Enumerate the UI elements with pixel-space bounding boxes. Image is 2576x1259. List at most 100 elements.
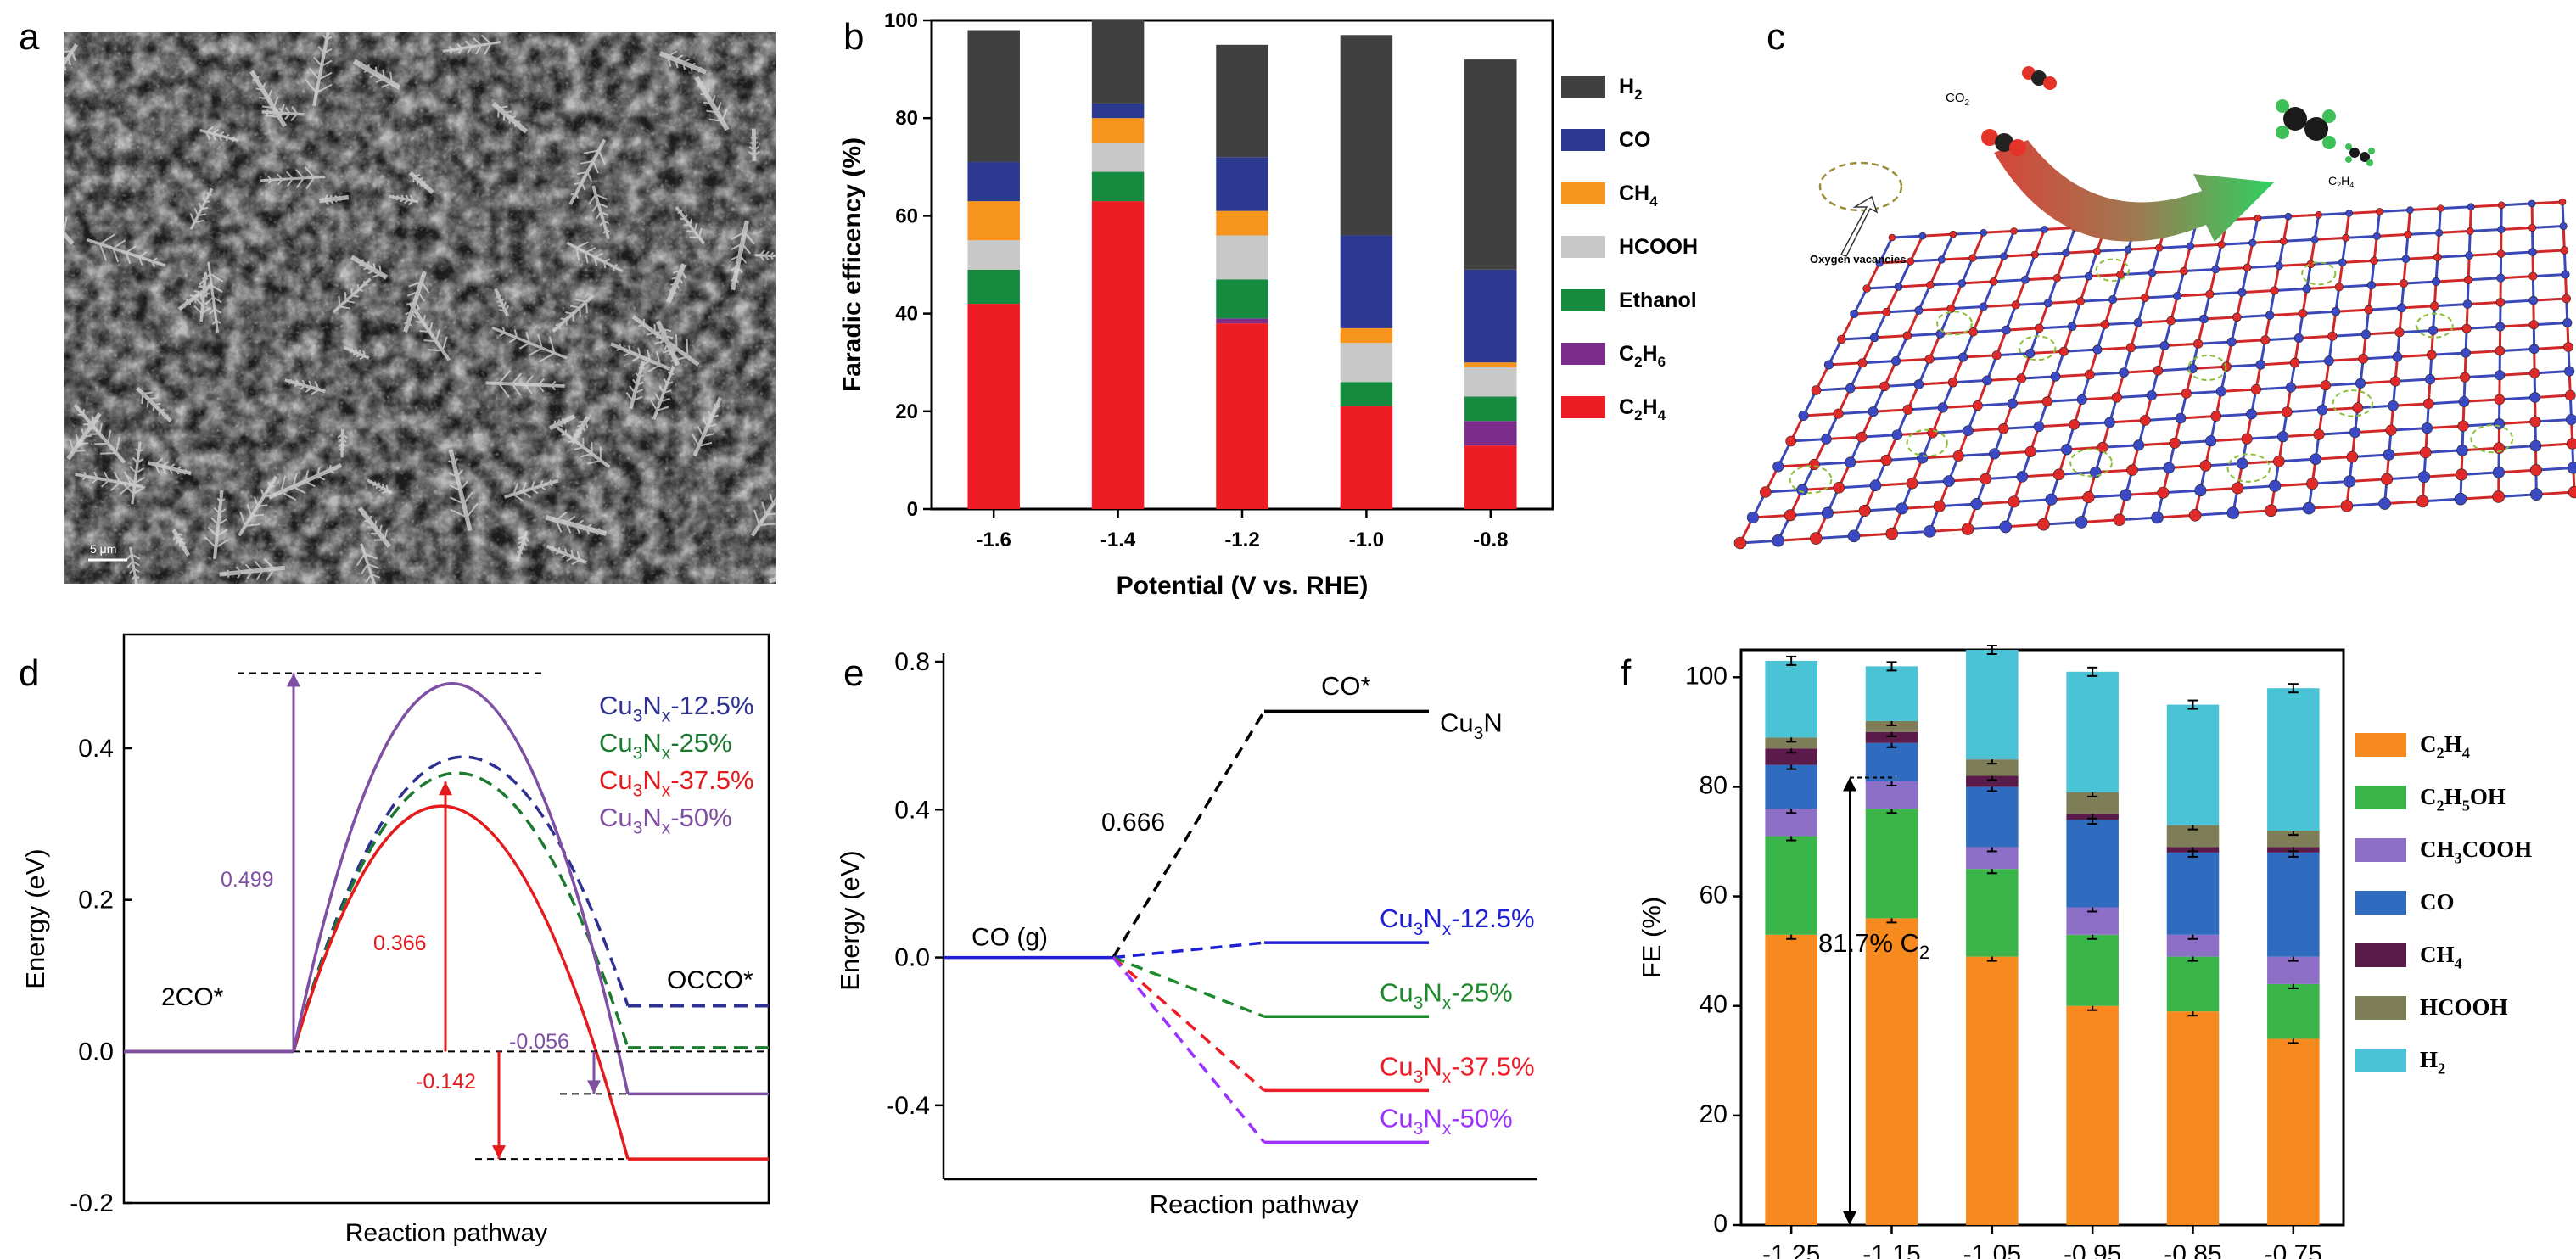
lattice-bond — [2436, 278, 2469, 283]
lattice-bond — [2390, 427, 2428, 432]
lattice-bond — [2270, 311, 2304, 317]
series-label: Cu3N — [1440, 708, 1503, 743]
dendrite-branch — [84, 434, 92, 438]
dendrite-branch — [367, 261, 371, 268]
nitrogen-atom — [2383, 449, 2395, 461]
oxygen-vacancies-label: Oxygen vacancies — [1810, 253, 1906, 266]
dendrite-branch — [628, 345, 632, 353]
bar-segment — [2166, 704, 2220, 825]
lattice-bond — [1801, 486, 1840, 491]
copper-atom — [2416, 495, 2429, 508]
lattice-bond — [1828, 339, 1843, 366]
dendrite-branch — [753, 509, 760, 526]
dendrite-branch — [574, 299, 587, 303]
dendrite-branch — [266, 111, 270, 115]
copper-atom — [2320, 380, 2332, 391]
dendrite-branch — [448, 460, 455, 464]
panel-label-d: d — [19, 652, 39, 694]
dendrite-branch — [284, 113, 291, 120]
lattice-bond — [2405, 255, 2438, 260]
dendrite-branch — [599, 221, 604, 227]
x-tick-label: -1.15 — [1862, 1240, 1920, 1259]
dendrite-branch — [212, 296, 222, 304]
nitrogen-atom — [2159, 340, 2170, 351]
copper-atom — [2016, 373, 2027, 383]
dendrite-branch — [135, 448, 140, 453]
copper-atom — [2437, 204, 2444, 212]
bar-segment — [1765, 660, 1817, 738]
dendrite-branch — [296, 177, 305, 188]
lattice-bond — [1942, 404, 1978, 409]
dendrite-branch — [91, 478, 98, 484]
lattice-bond — [2288, 213, 2319, 218]
dendrite-branch — [415, 307, 419, 313]
lattice-bond — [2057, 275, 2089, 280]
nitrogen-atom — [2175, 412, 2187, 424]
nitrogen-atom — [2492, 466, 2505, 478]
dendrite-branch — [524, 375, 534, 385]
bar-segment — [1966, 956, 2019, 1225]
lattice-bond — [2195, 512, 2233, 517]
dendrite-branch — [674, 59, 679, 69]
dendrite-branch — [246, 570, 254, 580]
dendrite-branch — [713, 403, 717, 408]
nitrogen-atom — [2456, 444, 2468, 456]
dendrite-branch — [552, 546, 555, 550]
nitrogen-atom — [2425, 373, 2436, 385]
legend-swatch — [2355, 891, 2406, 915]
nitrogen-atom — [2310, 453, 2321, 465]
dendrite-branch — [278, 104, 285, 118]
dendrite-branch — [328, 199, 333, 204]
dendrite-branch — [654, 392, 662, 402]
lattice-bond — [1827, 509, 1865, 515]
lattice-bond — [2055, 252, 2068, 279]
dendrite-branch — [208, 308, 216, 316]
lattice-bond — [2274, 287, 2307, 293]
copper-atom — [2346, 450, 2359, 463]
nitrogen-atom — [2293, 333, 2304, 344]
nitrogen-atom — [1821, 506, 1834, 519]
dendrite-branch — [251, 513, 265, 518]
lattice-bond — [2429, 376, 2466, 381]
dendrite-branch — [519, 551, 524, 555]
nitrogen-atom — [2567, 462, 2576, 474]
lattice-bond — [2461, 446, 2500, 452]
lattice-bond — [1972, 305, 1985, 333]
bar-segment — [1091, 20, 1145, 104]
x-tick-label: -1.25 — [1762, 1240, 1820, 1259]
copper-atom — [2457, 420, 2469, 432]
dendrite-branch — [669, 295, 674, 299]
nitrogen-atom — [2360, 329, 2371, 339]
dendrite-branch — [456, 43, 463, 49]
lattice-bond — [2439, 229, 2471, 234]
y-tick-label: 0.4 — [78, 735, 114, 763]
dendrite-branch — [631, 355, 641, 362]
dendrite-branch — [613, 264, 618, 267]
nitrogen-atom — [2310, 235, 2319, 243]
lattice-bond — [2237, 314, 2271, 319]
dendrite-branch — [595, 193, 608, 200]
lattice-bond — [2182, 245, 2192, 271]
dendrite-branch — [548, 478, 552, 484]
bar-segment — [2066, 820, 2119, 908]
lattice-bond — [1962, 280, 1994, 285]
dendrite-branch — [265, 114, 280, 118]
dendrite-branch — [422, 315, 427, 323]
nitrogen-atom — [2084, 271, 2093, 281]
bar-segment — [967, 240, 1020, 270]
nitrogen-atom — [1746, 511, 1759, 524]
legend-swatch — [1561, 76, 1605, 98]
dendrite-branch — [711, 95, 716, 104]
lattice-bond — [1952, 378, 1988, 384]
dendrite-branch — [115, 436, 120, 454]
nitrogen-atom — [2528, 295, 2539, 305]
co2-molecule-icon-2 — [2022, 66, 2057, 90]
dendrite-branch — [185, 299, 191, 302]
lattice-bond — [1932, 429, 1968, 434]
copper-atom — [2528, 223, 2537, 232]
lattice-bond — [2131, 467, 2170, 472]
copper-atom — [2529, 464, 2542, 477]
dendrite-branch — [473, 37, 482, 46]
dendrite-branch — [154, 457, 164, 466]
bar-segment — [1091, 171, 1145, 202]
